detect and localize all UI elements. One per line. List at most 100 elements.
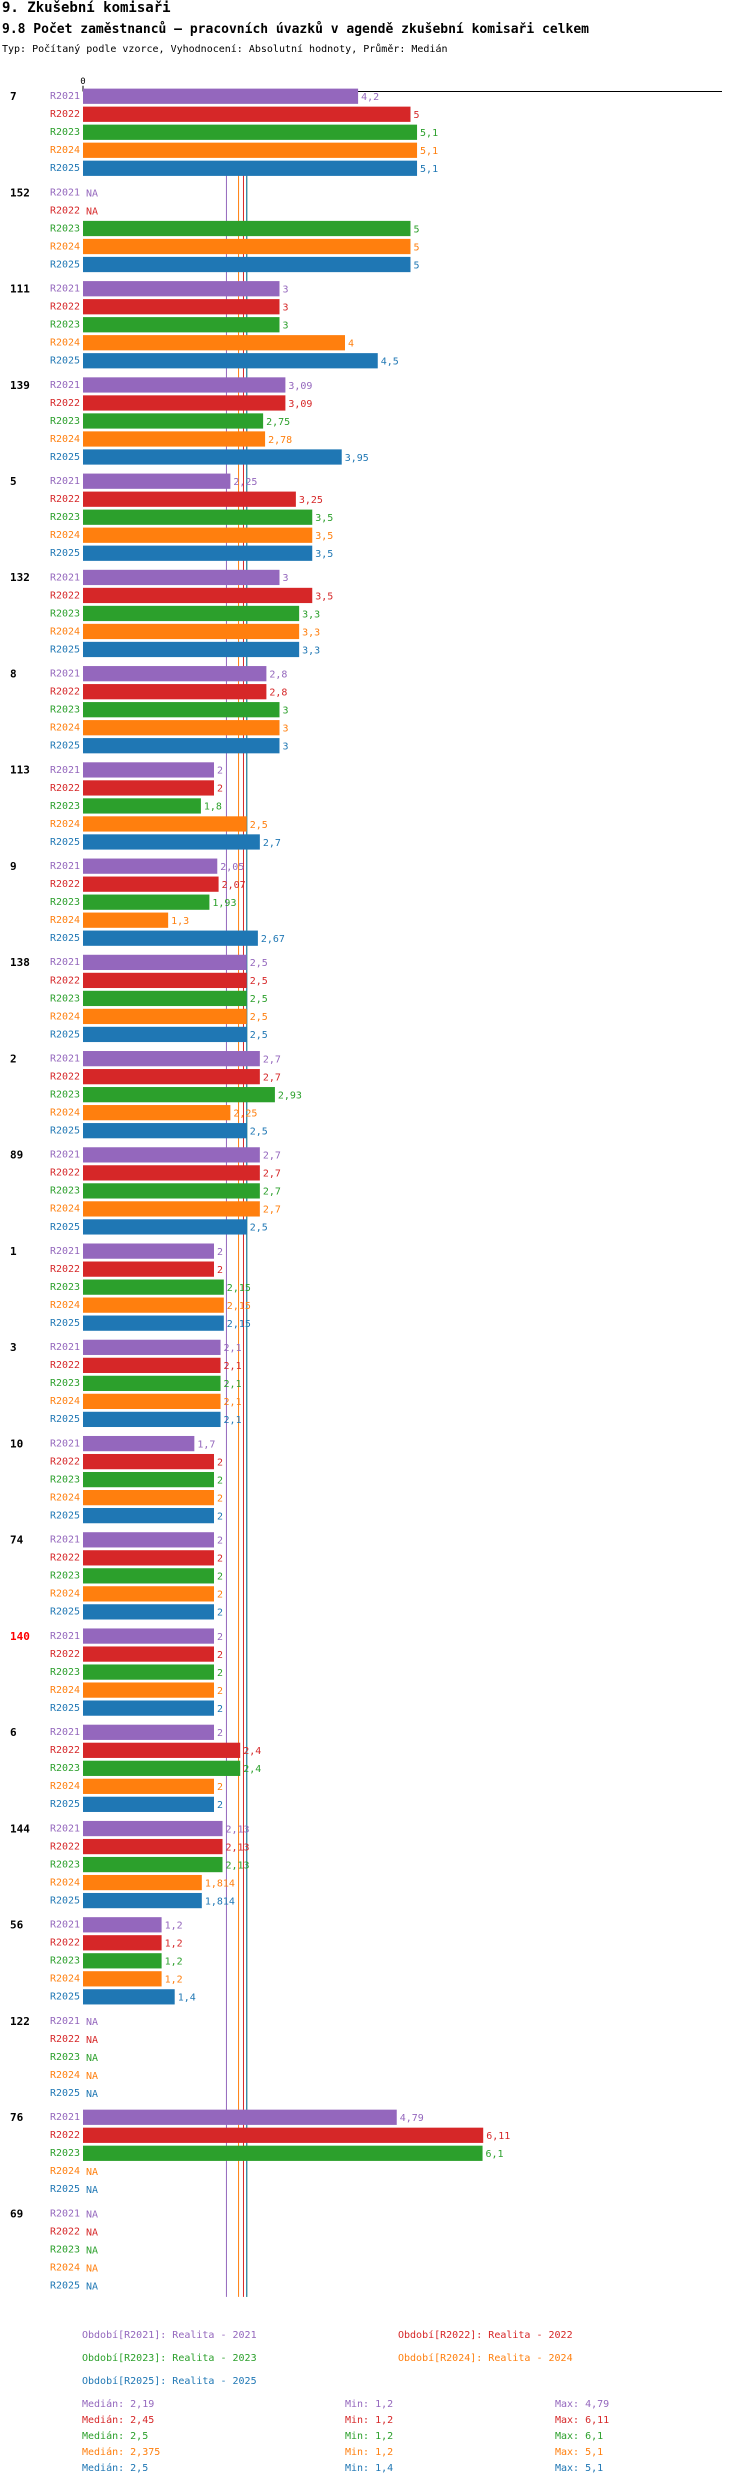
bar-value-label: NA	[86, 2035, 98, 2046]
series-label-R2024: R2024	[50, 723, 80, 734]
group-label: 139	[10, 379, 30, 392]
group-label: 144	[10, 1823, 30, 1836]
series-label-R2021: R2021	[50, 669, 80, 680]
bar-value-label: 2,5	[250, 1127, 268, 1138]
bar-138-R2024	[83, 1008, 247, 1025]
bar-7-R2022	[83, 106, 411, 122]
series-label-R2023: R2023	[50, 609, 80, 620]
bar-6-R2022	[83, 1742, 241, 1758]
series-label-R2024: R2024	[50, 1011, 80, 1022]
bar-value-label: NA	[86, 2264, 98, 2275]
series-label-R2025: R2025	[50, 1318, 80, 1329]
bar-value-label: 1,7	[197, 1440, 215, 1451]
bar-value-label: 2,1	[224, 1343, 242, 1354]
series-label-R2023: R2023	[50, 2052, 80, 2063]
bar-value-label: 2,1	[224, 1379, 242, 1390]
bar-value-label: NA	[86, 2246, 98, 2257]
bar-111-R2023	[83, 317, 280, 333]
bar-139-R2025	[83, 449, 342, 465]
series-label-R2021: R2021	[50, 284, 80, 295]
bar-2-R2024	[83, 1105, 231, 1121]
series-label-R2024: R2024	[50, 2263, 80, 2274]
bar-value-label: 2,7	[263, 1151, 281, 1162]
bar-value-label: 6,11	[486, 2131, 510, 2142]
bar-89-R2021	[83, 1147, 260, 1163]
series-label-R2025: R2025	[50, 1992, 80, 2003]
series-label-R2025: R2025	[50, 356, 80, 367]
bar-value-label: 2,15	[227, 1283, 251, 1294]
series-label-R2023: R2023	[50, 1571, 80, 1582]
group-label: 113	[10, 764, 30, 777]
bar-value-label: 2,1	[224, 1415, 242, 1426]
bar-value-label: 3,95	[345, 453, 369, 464]
bar-9-R2023	[83, 894, 210, 910]
bar-value-label: 2	[217, 1476, 223, 1487]
bar-138-R2023	[83, 990, 247, 1007]
stat-min-R2022: Min: 1,2	[345, 2415, 394, 2426]
bar-value-label: 2,5	[250, 1223, 268, 1234]
bar-8-R2022	[83, 684, 267, 700]
series-label-R2025: R2025	[50, 1511, 80, 1522]
bar-value-label: 1,3	[171, 916, 189, 927]
bar-144-R2022	[83, 1838, 223, 1855]
series-label-R2022: R2022	[50, 206, 80, 217]
bar-5-R2025	[83, 545, 313, 561]
stat-median-R2022: Medián: 2,45	[82, 2415, 155, 2426]
bar-7-R2024	[83, 142, 418, 158]
x-axis-zero-label: 0	[80, 77, 85, 87]
series-label-R2024: R2024	[50, 1878, 80, 1889]
bar-value-label: NA	[86, 2185, 98, 2196]
bar-value-label: NA	[86, 2071, 98, 2082]
bar-value-label: 2,5	[250, 1012, 268, 1023]
series-label-R2022: R2022	[50, 2227, 80, 2238]
bar-2-R2022	[83, 1069, 260, 1085]
series-label-R2022: R2022	[50, 783, 80, 794]
bar-value-label: 5,1	[420, 128, 438, 139]
chart-subtitle: Typ: Počítaný podle vzorce, Vyhodnocení:…	[2, 44, 448, 55]
series-label-R2025: R2025	[50, 1222, 80, 1233]
series-label-R2022: R2022	[50, 1072, 80, 1083]
bar-value-label: NA	[86, 2017, 98, 2028]
bar-113-R2023	[83, 798, 201, 814]
bar-value-label: 3	[283, 285, 289, 296]
bar-6-R2024	[83, 1778, 214, 1794]
bar-value-label: 3,09	[288, 399, 312, 410]
bar-10-R2021	[83, 1435, 195, 1452]
series-label-R2025: R2025	[50, 837, 80, 848]
series-label-R2021: R2021	[50, 1439, 80, 1450]
group-label: 6	[10, 1726, 17, 1739]
group-label: 10	[10, 1438, 23, 1451]
series-label-R2024: R2024	[50, 338, 80, 349]
bar-7-R2023	[83, 124, 418, 140]
bar-value-label: 3,5	[315, 591, 333, 602]
group-label: 140	[10, 1630, 30, 1643]
legend-period-R2021: Období[R2021]: Realita - 2021	[82, 2330, 257, 2341]
series-label-R2025: R2025	[50, 1799, 80, 1810]
series-label-R2023: R2023	[50, 2148, 80, 2159]
section-title: 9. Zkušební komisaři	[2, 0, 171, 16]
bar-value-label: 2,5	[250, 1030, 268, 1041]
bar-9-R2021	[83, 858, 218, 874]
series-label-R2024: R2024	[50, 1589, 80, 1600]
bar-value-label: 2	[217, 1494, 223, 1505]
bar-74-R2023	[83, 1568, 214, 1584]
group-label: 9	[10, 860, 17, 873]
bar-113-R2025	[83, 834, 260, 850]
stat-max-R2025: Max: 5,1	[555, 2463, 604, 2474]
series-label-R2023: R2023	[50, 1475, 80, 1486]
bar-144-R2025	[83, 1892, 202, 1909]
series-label-R2022: R2022	[50, 1553, 80, 1564]
bar-2-R2023	[83, 1087, 275, 1103]
bar-value-label: 2	[217, 1458, 223, 1469]
group-label: 122	[10, 2015, 30, 2028]
series-label-R2022: R2022	[50, 302, 80, 313]
series-label-R2021: R2021	[50, 2209, 80, 2220]
series-label-R2023: R2023	[50, 1186, 80, 1197]
series-label-R2023: R2023	[50, 1956, 80, 1967]
bar-value-label: 3,3	[302, 627, 320, 638]
series-label-R2021: R2021	[50, 1920, 80, 1931]
bar-152-R2024	[83, 238, 411, 255]
bar-56-R2024	[83, 1971, 162, 1987]
legend-period-R2025: Období[R2025]: Realita - 2025	[82, 2376, 257, 2387]
stat-max-R2023: Max: 6,1	[555, 2431, 604, 2442]
